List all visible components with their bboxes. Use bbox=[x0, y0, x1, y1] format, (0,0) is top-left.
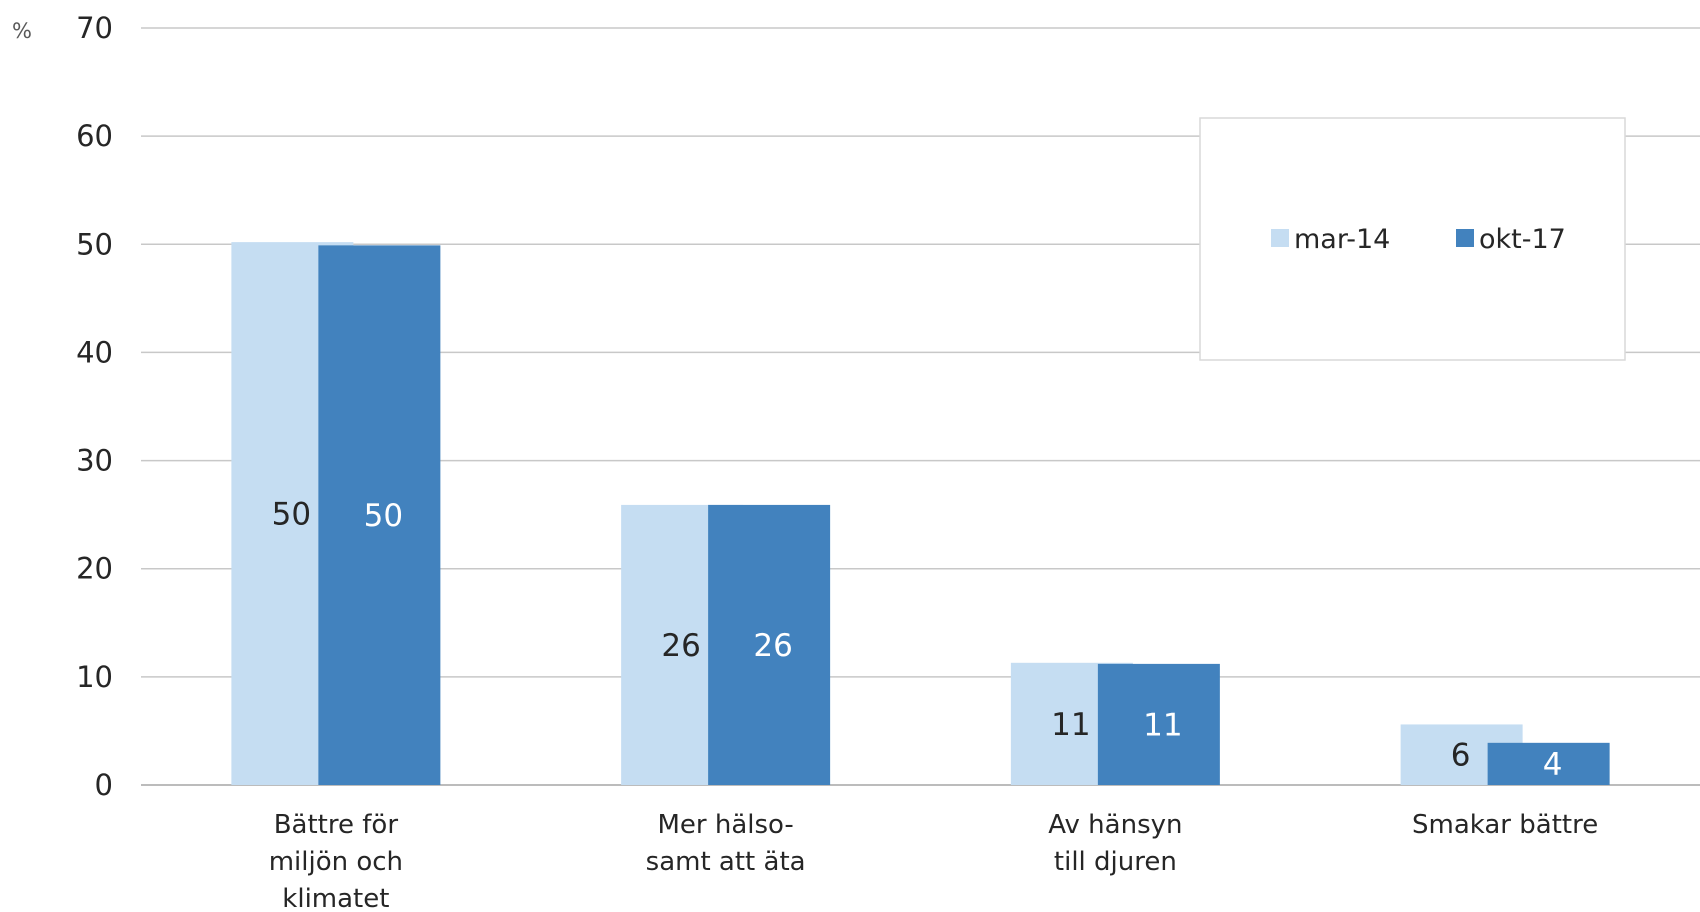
data-label: 50 bbox=[364, 498, 403, 534]
x-axis-categories: Bättre för miljön och klimatet Mer hälso-sa… bbox=[269, 810, 1599, 912]
legend-label: mar-14 bbox=[1294, 224, 1390, 255]
legend: mar-14 okt-17 bbox=[1199, 117, 1626, 361]
category-label: klimatet bbox=[282, 884, 389, 912]
bar-okt-17 bbox=[1487, 742, 1610, 785]
y-tick-label: 0 bbox=[95, 768, 113, 802]
bar-okt-17 bbox=[708, 504, 831, 785]
category-label: Smakar bättre bbox=[1412, 810, 1598, 840]
data-label: 11 bbox=[1051, 707, 1090, 743]
data-label: 4 bbox=[1543, 747, 1563, 783]
y-tick-label: 10 bbox=[76, 660, 113, 694]
data-label: 6 bbox=[1451, 738, 1471, 774]
y-unit-label: % bbox=[12, 19, 32, 43]
category-label: till djuren bbox=[1054, 847, 1177, 877]
legend-box bbox=[1199, 117, 1626, 361]
category-label: samt att äta bbox=[646, 847, 806, 877]
y-tick-label: 40 bbox=[76, 335, 113, 369]
y-tick-label: 50 bbox=[76, 227, 113, 261]
y-tick-label: 70 bbox=[76, 11, 113, 45]
data-labels: 50 50 26 26 11 11 6 4 bbox=[272, 497, 1563, 783]
legend-swatch bbox=[1271, 229, 1289, 247]
data-label: 11 bbox=[1143, 707, 1182, 743]
data-label: 50 bbox=[272, 497, 311, 533]
category-label: Mer hälso- bbox=[657, 810, 793, 840]
y-tick-label: 60 bbox=[76, 119, 113, 153]
y-axis-ticks: 0 10 20 30 40 50 60 70 bbox=[76, 11, 113, 802]
data-label: 26 bbox=[753, 628, 792, 664]
category-label: miljön och bbox=[269, 847, 403, 877]
legend-label: okt-17 bbox=[1479, 224, 1566, 255]
y-tick-label: 20 bbox=[76, 552, 113, 586]
bar-okt-17 bbox=[1097, 663, 1220, 785]
category-label: Bättre för bbox=[274, 810, 399, 840]
category-label: Av hänsyn bbox=[1048, 810, 1182, 840]
legend-swatch bbox=[1456, 229, 1474, 247]
bars bbox=[231, 242, 1610, 786]
y-tick-label: 30 bbox=[76, 444, 113, 478]
data-label: 26 bbox=[661, 628, 700, 664]
bar-okt-17 bbox=[318, 245, 441, 786]
